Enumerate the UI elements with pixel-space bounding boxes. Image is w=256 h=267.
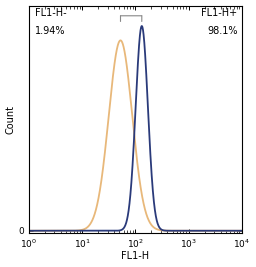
Y-axis label: Count: Count — [6, 105, 16, 134]
Text: FL1-H+: FL1-H+ — [201, 8, 238, 18]
Text: 98.1%: 98.1% — [207, 26, 238, 36]
Text: 1.94%: 1.94% — [35, 26, 66, 36]
X-axis label: FL1-H: FL1-H — [121, 252, 150, 261]
Text: FL1-H-: FL1-H- — [35, 8, 67, 18]
